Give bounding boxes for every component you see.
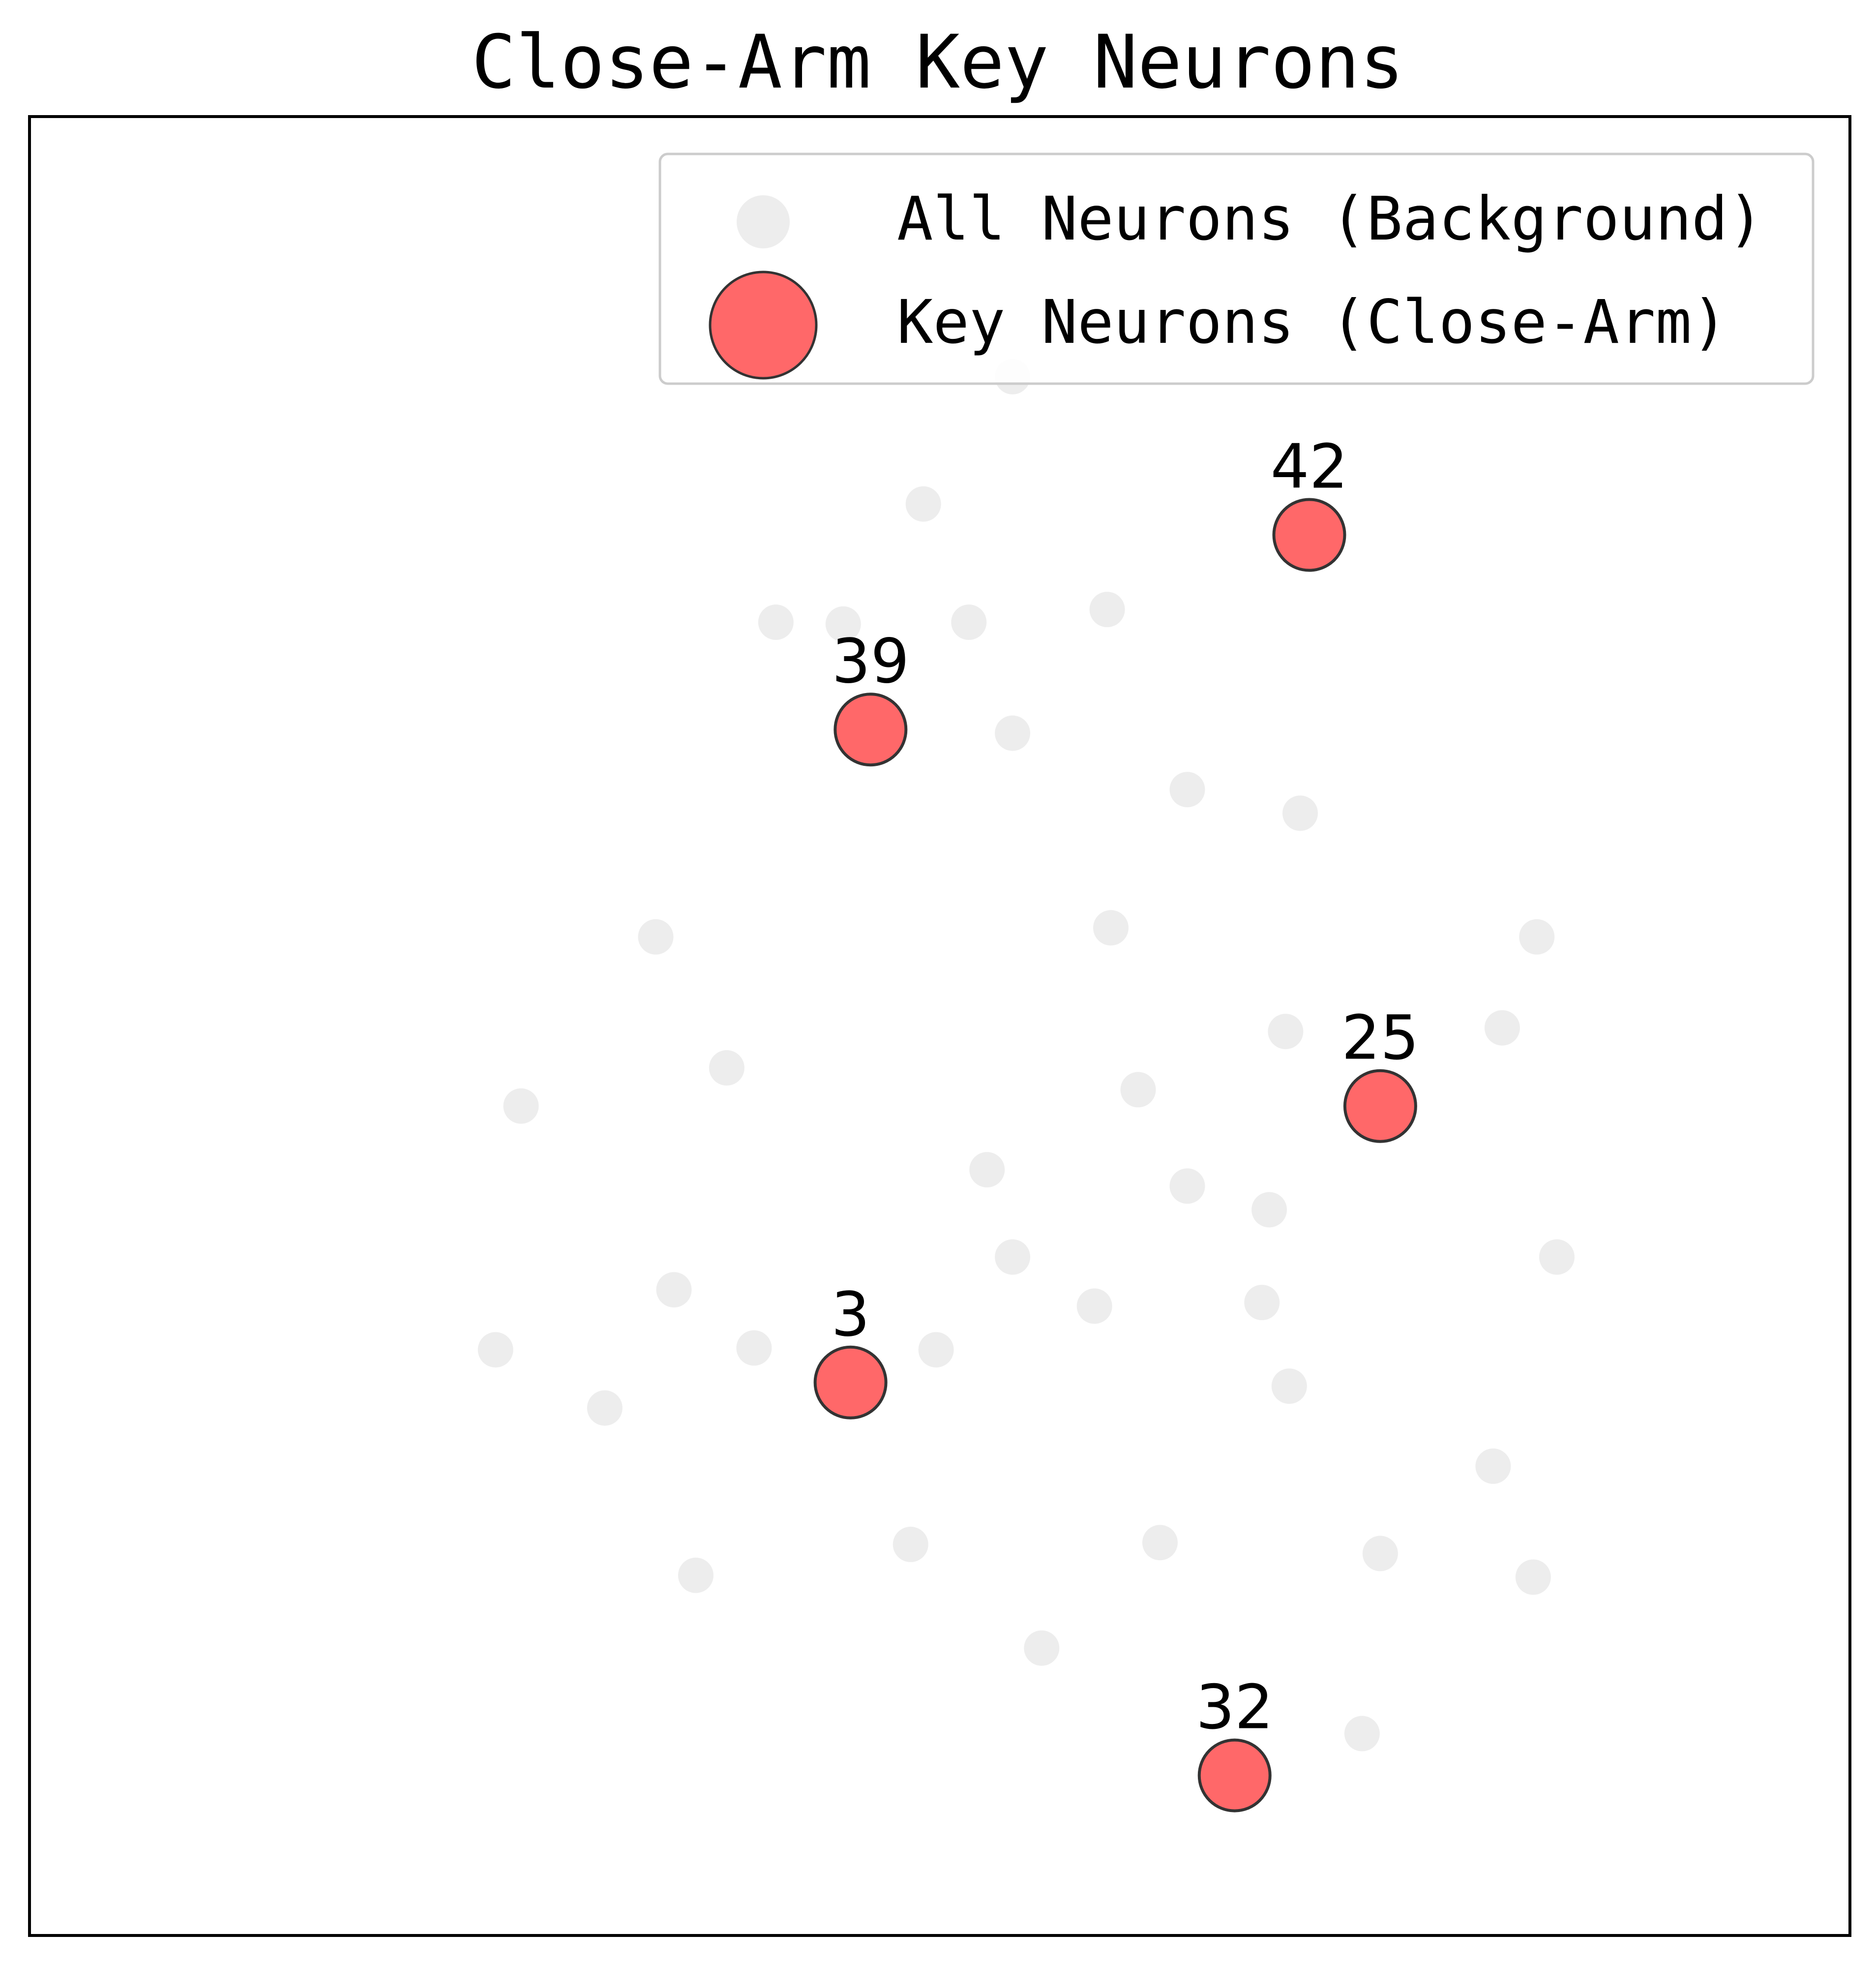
- background-neuron-point: [893, 1526, 928, 1562]
- background-neuron-point: [1089, 592, 1125, 628]
- background-neuron-point: [1251, 1192, 1287, 1228]
- plot-frame: [28, 115, 1851, 1937]
- point-labels-group: 42 39 25 3 32: [831, 432, 1419, 1743]
- legend-marker-background: [737, 195, 790, 248]
- key-neuron-label: 42: [1271, 432, 1348, 503]
- background-neuron-point: [709, 1050, 744, 1086]
- background-neuron-point: [1169, 1168, 1205, 1204]
- key-neuron-label: 3: [831, 1279, 870, 1350]
- background-neuron-point: [758, 604, 794, 640]
- legend-label-background: All Neurons (Background): [897, 184, 1764, 254]
- background-neuron-point: [1282, 795, 1318, 831]
- background-neuron-point: [477, 1332, 513, 1368]
- background-neuron-point: [1093, 910, 1129, 946]
- background-neuron-point: [1120, 1072, 1156, 1108]
- key-neuron-label: 39: [832, 626, 909, 697]
- key-neuron-label: 25: [1341, 1003, 1419, 1074]
- background-neuron-point: [995, 1239, 1031, 1275]
- background-neuron-point: [736, 1330, 772, 1366]
- background-neuron-point: [638, 919, 674, 955]
- key-neuron-label: 32: [1196, 1672, 1274, 1743]
- background-neuron-point: [1515, 1559, 1551, 1595]
- background-neuron-point: [1475, 1448, 1511, 1484]
- key-neuron-point: [834, 693, 908, 767]
- background-neuron-point: [1076, 1288, 1112, 1324]
- background-neuron-point: [1169, 772, 1205, 808]
- background-neuron-point: [905, 486, 941, 522]
- background-neuron-point: [1484, 1010, 1520, 1046]
- key-neuron-point: [1272, 498, 1346, 572]
- chart-title: Close-Arm Key Neurons: [472, 20, 1404, 105]
- key-neuron-point: [1197, 1738, 1272, 1813]
- background-points-group: [477, 359, 1575, 1752]
- background-neuron-point: [1271, 1368, 1307, 1404]
- legend: All Neurons (Background) Key Neurons (Cl…: [658, 152, 1815, 385]
- key-neuron-point: [1343, 1069, 1417, 1143]
- background-neuron-point: [1519, 919, 1555, 955]
- background-neuron-point: [1142, 1525, 1178, 1561]
- background-neuron-point: [1539, 1239, 1575, 1275]
- key-points-group: [813, 498, 1417, 1813]
- legend-box: [658, 152, 1815, 385]
- background-neuron-point: [918, 1332, 954, 1368]
- background-neuron-point: [1344, 1716, 1380, 1752]
- legend-label-key: Key Neurons (Close-Arm): [897, 287, 1727, 357]
- background-neuron-point: [678, 1557, 714, 1593]
- legend-marker-key: [709, 271, 818, 380]
- background-neuron-point: [951, 604, 987, 640]
- background-neuron-point: [1244, 1285, 1280, 1321]
- background-neuron-point: [825, 606, 861, 642]
- background-neuron-point: [587, 1390, 623, 1426]
- background-neuron-point: [656, 1272, 692, 1308]
- key-neuron-point: [813, 1345, 888, 1420]
- background-neuron-point: [1024, 1630, 1060, 1666]
- background-neuron-point: [969, 1152, 1005, 1188]
- background-neuron-point: [1362, 1536, 1398, 1571]
- background-neuron-point: [1268, 1014, 1304, 1050]
- background-neuron-point: [503, 1088, 539, 1124]
- background-neuron-point: [995, 715, 1031, 751]
